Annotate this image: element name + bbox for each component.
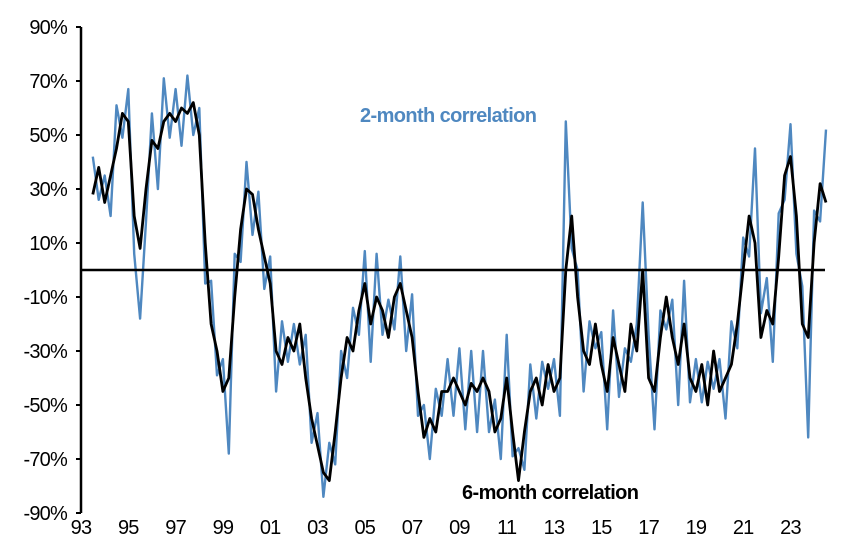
x-tick-label: 11 xyxy=(497,517,517,539)
y-tick-label: 90% xyxy=(29,17,68,39)
x-tick-label: 13 xyxy=(544,517,565,539)
x-tick-label: 19 xyxy=(686,517,707,539)
x-tick-label: 21 xyxy=(733,517,754,539)
y-tick-label: -90% xyxy=(24,503,69,525)
y-tick-label: -30% xyxy=(24,341,69,363)
y-tick-label: -10% xyxy=(24,287,69,309)
x-tick-label: 93 xyxy=(71,517,92,539)
plot-area xyxy=(81,74,828,498)
series-line-2-month-correlation xyxy=(91,74,828,498)
y-tick-label: 50% xyxy=(29,125,68,147)
x-tick-label: 03 xyxy=(307,517,328,539)
y-axis: 90% 70% 50% 30% 10% -10% -30% -50% -70% -90% xyxy=(24,17,83,525)
y-tick-label: -50% xyxy=(24,395,69,417)
x-tick-label: 95 xyxy=(118,517,139,539)
x-tick-label: 05 xyxy=(354,517,375,539)
y-tick-label: 10% xyxy=(29,233,68,255)
x-tick-label: 17 xyxy=(638,517,659,539)
x-tick-label: 23 xyxy=(780,517,801,539)
y-tick-label: 70% xyxy=(29,71,68,93)
x-tick-label: 15 xyxy=(591,517,612,539)
y-tick-label: -70% xyxy=(24,449,69,471)
x-tick-label: 01 xyxy=(260,517,281,539)
x-tick-label: 09 xyxy=(449,517,470,539)
series-label-2-month: 2-month correlation xyxy=(360,105,536,127)
x-tick-label: 97 xyxy=(165,517,186,539)
x-axis: 93 95 97 99 01 03 05 07 09 11 13 15 17 19 21 23 xyxy=(71,517,803,539)
x-tick-label: 99 xyxy=(213,517,234,539)
x-tick-label: 07 xyxy=(402,517,423,539)
series-line-6-month-correlation xyxy=(91,101,828,482)
y-tick-label: 30% xyxy=(29,179,68,201)
series-label-6-month: 6-month correlation xyxy=(462,482,638,504)
